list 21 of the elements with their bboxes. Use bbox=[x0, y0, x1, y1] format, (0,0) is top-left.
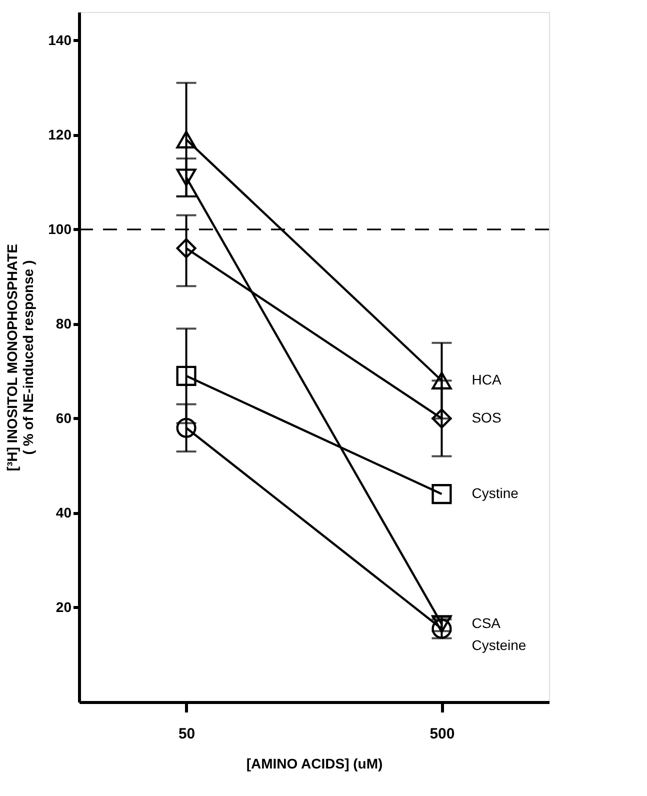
y-tick-label: 100 bbox=[48, 220, 72, 237]
y-tick-label: 80 bbox=[56, 315, 72, 332]
x-axis-title: [AMINO ACIDS] (uM) bbox=[246, 756, 383, 772]
series-label: HCA bbox=[472, 372, 502, 388]
series-label: Cystine bbox=[472, 485, 519, 502]
point bbox=[432, 408, 452, 428]
series-label: SOS bbox=[472, 409, 502, 426]
y-tick-label: 40 bbox=[56, 504, 72, 520]
x-tick-label: 500 bbox=[430, 726, 455, 742]
x-tick-label: 50 bbox=[178, 726, 196, 742]
point bbox=[176, 238, 196, 258]
y-tick-label: 20 bbox=[56, 598, 72, 615]
y-tick-label: 140 bbox=[48, 32, 72, 48]
point bbox=[176, 418, 196, 438]
point bbox=[176, 366, 196, 386]
series-label: Cysteine bbox=[472, 637, 526, 654]
series-label: CSA bbox=[472, 615, 502, 632]
y-axis-title: [³H] INOSITOL MONOPHOSPHATE ( % of NE-induced response ) bbox=[4, 244, 36, 472]
y-tick-label: 120 bbox=[48, 126, 72, 142]
point bbox=[432, 484, 452, 504]
y-tick-label: 60 bbox=[56, 410, 72, 426]
